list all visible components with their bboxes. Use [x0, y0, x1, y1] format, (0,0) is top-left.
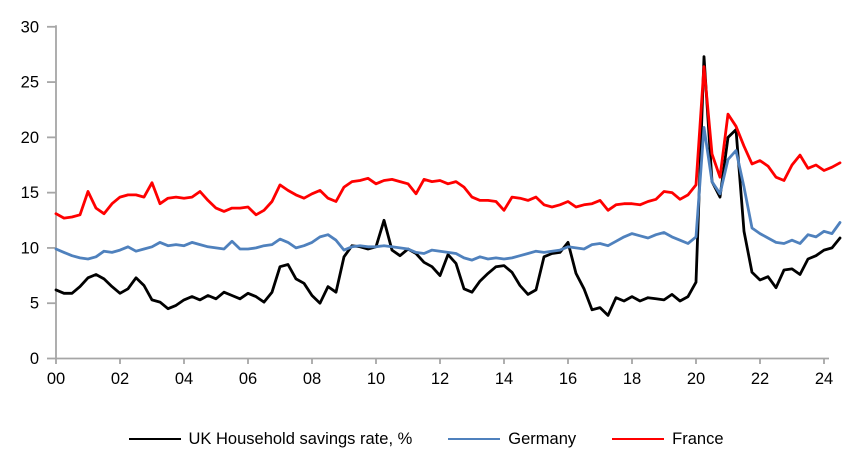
uk-line-swatch [128, 437, 181, 441]
legend-label-france: France [672, 429, 724, 448]
germany-line-swatch [448, 437, 501, 441]
svg-text:18: 18 [623, 370, 641, 388]
svg-text:30: 30 [21, 18, 39, 36]
svg-text:24: 24 [815, 370, 833, 388]
legend-label-germany: Germany [508, 429, 577, 448]
svg-text:10: 10 [21, 239, 39, 257]
legend-item-germany: Germany [448, 431, 576, 448]
svg-text:25: 25 [21, 74, 39, 92]
svg-text:20: 20 [687, 370, 705, 388]
svg-text:04: 04 [175, 370, 193, 388]
svg-text:06: 06 [239, 370, 257, 388]
svg-text:00: 00 [47, 370, 65, 388]
legend-item-france: France [612, 429, 724, 448]
svg-text:10: 10 [367, 370, 385, 388]
svg-text:22: 22 [751, 370, 769, 388]
svg-text:20: 20 [21, 129, 39, 147]
chart-legend: UK Household savings rate, % Germany Fra… [0, 426, 852, 452]
svg-text:15: 15 [21, 184, 39, 202]
svg-text:5: 5 [30, 295, 39, 313]
svg-text:12: 12 [431, 370, 449, 388]
legend-item-uk: UK Household savings rate, % [128, 429, 413, 448]
svg-text:08: 08 [303, 370, 321, 388]
france-line-swatch [612, 437, 665, 441]
legend-label-uk: UK Household savings rate, % [188, 429, 413, 448]
svg-text:0: 0 [30, 350, 39, 368]
svg-text:02: 02 [111, 370, 129, 388]
svg-text:16: 16 [559, 370, 577, 388]
svg-text:14: 14 [495, 370, 513, 388]
plot-area: 0 5 10 15 20 25 30 00 02 04 06 08 10 12 14 16 18 20 22 24 [21, 18, 842, 388]
